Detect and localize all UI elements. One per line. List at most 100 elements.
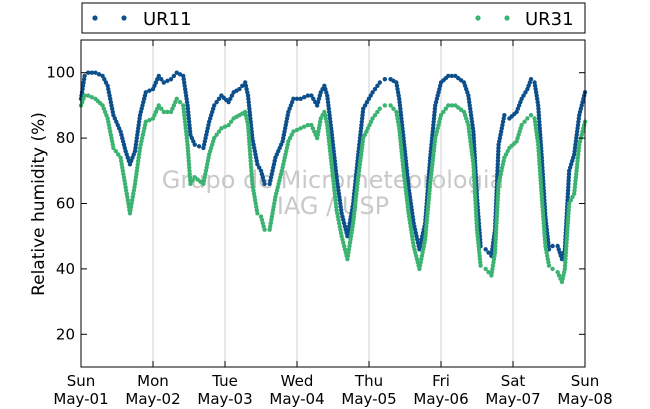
data-point (357, 139, 362, 144)
data-point (399, 122, 405, 128)
data-point (425, 214, 430, 219)
data-point (332, 155, 337, 160)
data-point (358, 158, 363, 164)
data-point (500, 122, 505, 128)
data-point (245, 122, 251, 128)
data-point (137, 148, 142, 154)
data-point (181, 109, 187, 115)
data-point (337, 198, 343, 203)
data-point (186, 162, 192, 167)
data-point (478, 260, 483, 265)
data-point (429, 139, 434, 144)
data-point (397, 129, 402, 134)
data-point (212, 135, 217, 141)
data-point (493, 243, 498, 249)
data-point (250, 184, 256, 190)
data-point (474, 224, 480, 229)
data-point (492, 250, 498, 255)
data-point (471, 132, 476, 138)
data-point (174, 96, 179, 102)
data-point (270, 211, 275, 216)
data-point (359, 122, 364, 128)
data-point (302, 95, 307, 100)
data-point (106, 122, 112, 128)
data-point (354, 188, 359, 193)
data-point (347, 220, 352, 226)
data-point (574, 132, 579, 138)
data-point (564, 243, 569, 249)
data-point (417, 263, 423, 268)
data-point (168, 77, 174, 82)
data-point (400, 129, 406, 134)
data-point (566, 201, 572, 206)
legend-frame (81, 2, 586, 34)
legend-label-ur11: UR11 (143, 9, 192, 30)
data-point (257, 165, 262, 170)
data-point (523, 90, 528, 95)
data-point (182, 86, 188, 92)
data-point (106, 119, 111, 124)
data-point (324, 119, 329, 124)
data-point (565, 194, 570, 200)
data-point (250, 135, 255, 141)
data-point (331, 178, 336, 183)
data-point (249, 132, 255, 138)
data-point (498, 129, 504, 134)
data-point (468, 109, 473, 115)
data-point (495, 152, 501, 157)
data-point (541, 224, 547, 229)
data-point (245, 119, 250, 124)
data-point (186, 113, 191, 118)
data-point (532, 116, 537, 121)
data-point (403, 158, 409, 164)
data-point (533, 126, 539, 131)
data-point (249, 178, 255, 183)
data-point (538, 135, 543, 141)
data-point (570, 194, 575, 200)
data-point (502, 113, 507, 118)
data-point (495, 201, 500, 206)
data-point (282, 155, 287, 160)
data-point (489, 253, 494, 259)
data-point (216, 96, 222, 102)
data-point (370, 90, 375, 95)
data-point (410, 214, 415, 219)
data-point (428, 181, 433, 187)
data-point (496, 145, 501, 151)
data-point (134, 135, 140, 141)
data-point (496, 148, 501, 154)
data-point (322, 113, 328, 118)
legend-label-ur31: UR31 (525, 9, 574, 30)
data-point (565, 224, 570, 229)
data-point (354, 184, 360, 190)
data-point (431, 122, 436, 128)
data-point (382, 77, 388, 82)
data-point (405, 201, 410, 206)
data-point (286, 139, 291, 144)
data-point (467, 129, 472, 134)
data-point (355, 181, 360, 187)
data-point (410, 240, 416, 245)
data-point (185, 148, 191, 154)
data-point (406, 188, 412, 193)
y-tick-label: 40 (56, 260, 75, 278)
data-point (471, 162, 476, 167)
data-point (472, 178, 477, 183)
data-point (255, 211, 260, 216)
x-tick-label-day: Thu (354, 372, 383, 390)
data-point (532, 80, 537, 85)
data-point (327, 113, 332, 118)
data-point (119, 162, 124, 167)
data-point (412, 227, 418, 232)
data-point (497, 175, 503, 180)
data-point (408, 198, 413, 203)
data-point (356, 145, 362, 151)
data-point (400, 158, 405, 164)
data-point (438, 113, 444, 118)
data-point (335, 184, 341, 190)
data-point (494, 224, 499, 229)
data-point (546, 260, 551, 265)
data-point (252, 145, 257, 151)
data-point (347, 243, 352, 249)
data-point (332, 162, 338, 167)
